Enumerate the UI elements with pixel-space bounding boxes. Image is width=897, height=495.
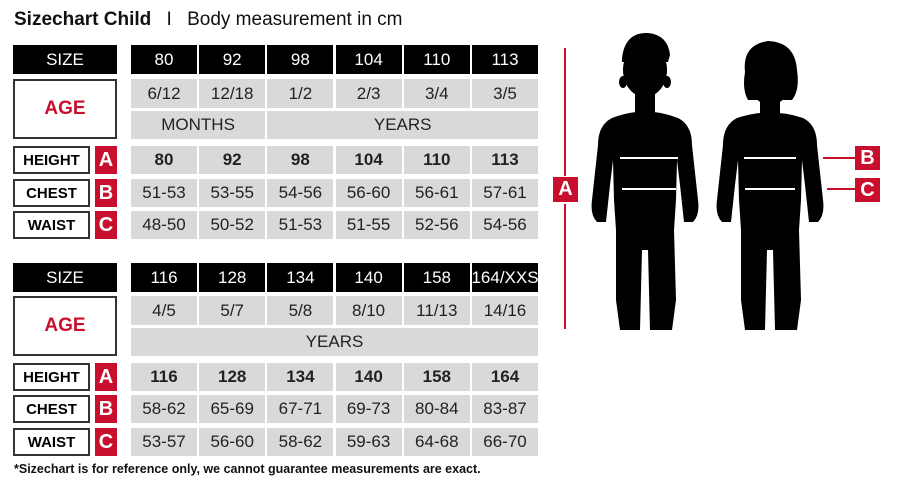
waist-label: WAIST (13, 211, 90, 239)
height-cell: 80 (131, 146, 197, 174)
marker-a: A (95, 363, 117, 391)
waist-label: WAIST (13, 428, 90, 456)
age-label: AGE (13, 79, 117, 139)
height-label: HEIGHT (13, 363, 90, 391)
marker-c: C (95, 211, 117, 239)
marker-a: A (95, 146, 117, 174)
chest-cell: 80-84 (403, 395, 470, 423)
title-subtitle: Body measurement in cm (187, 9, 403, 30)
size-cell: 116 (131, 263, 197, 292)
waist-cell: 54-56 (472, 211, 538, 239)
age-cell: 3/5 (472, 79, 538, 108)
waist-cell: 48-50 (131, 211, 197, 239)
marker-b: B (95, 395, 117, 423)
size-cell: 158 (403, 263, 470, 292)
girl-silhouette (716, 41, 824, 330)
height-cell: 92 (199, 146, 266, 174)
waist-cell: 64-68 (403, 428, 470, 456)
height-cell: 113 (472, 146, 538, 174)
size-label: SIZE (13, 263, 117, 292)
marker-b: B (855, 146, 880, 170)
size-cell: 128 (199, 263, 266, 292)
chest-cell: 83-87 (472, 395, 538, 423)
size-cell: 98 (267, 45, 334, 74)
size-cell: 113 (472, 45, 538, 74)
age-cell: 4/5 (131, 296, 197, 325)
age-cell: 11/13 (403, 296, 470, 325)
waist-cell: 52-56 (403, 211, 470, 239)
waist-cell: 59-63 (335, 428, 402, 456)
age-cell: 8/10 (335, 296, 402, 325)
waist-cell: 56-60 (199, 428, 266, 456)
title-bold: Sizechart Child (14, 9, 152, 30)
size-cell: 110 (403, 45, 470, 74)
height-cell: 116 (131, 363, 197, 391)
footnote: *Sizechart is for reference only, we can… (14, 462, 481, 476)
waist-cell: 51-55 (335, 211, 402, 239)
waist-cell: 53-57 (131, 428, 197, 456)
age-unit-cell: MONTHS (131, 111, 266, 139)
chest-cell: 67-71 (267, 395, 334, 423)
height-cell: 140 (335, 363, 402, 391)
size-cell: 164/XXS (471, 263, 539, 292)
page-title: Sizechart Child I Body measurement in cm (14, 9, 403, 31)
chest-cell: 65-69 (199, 395, 266, 423)
chest-cell: 51-53 (131, 179, 197, 207)
chest-cell: 56-60 (335, 179, 402, 207)
title-separator: I (166, 9, 172, 30)
waist-cell: 50-52 (199, 211, 266, 239)
age-cell: 14/16 (472, 296, 538, 325)
chest-label: CHEST (13, 179, 90, 207)
height-label: HEIGHT (13, 146, 90, 174)
height-cell: 110 (403, 146, 470, 174)
waist-cell: 51-53 (267, 211, 334, 239)
chest-cell: 56-61 (403, 179, 470, 207)
age-cell: 12/18 (199, 79, 266, 108)
chest-cell: 58-62 (131, 395, 197, 423)
height-cell: 104 (335, 146, 402, 174)
age-cell: 1/2 (267, 79, 334, 108)
age-unit-cell: YEARS (131, 328, 538, 356)
measurement-lines (620, 157, 796, 190)
age-cell: 5/7 (199, 296, 266, 325)
marker-a: A (553, 177, 578, 202)
chest-label: CHEST (13, 395, 90, 423)
age-cell: 6/12 (131, 79, 197, 108)
marker-lines (823, 157, 855, 190)
boy-silhouette (591, 32, 699, 330)
age-cell: 5/8 (267, 296, 334, 325)
age-label: AGE (13, 296, 117, 356)
waist-cell: 66-70 (472, 428, 538, 456)
size-cell: 92 (199, 45, 266, 74)
marker-c: C (95, 428, 117, 456)
chest-cell: 69-73 (335, 395, 402, 423)
size-label: SIZE (13, 45, 117, 74)
age-cell: 2/3 (335, 79, 402, 108)
height-cell: 158 (403, 363, 470, 391)
chest-cell: 54-56 (267, 179, 334, 207)
size-cell: 134 (267, 263, 334, 292)
height-cell: 134 (267, 363, 334, 391)
size-cell: 140 (335, 263, 402, 292)
marker-b: B (95, 179, 117, 207)
chest-cell: 53-55 (199, 179, 266, 207)
waist-cell: 58-62 (267, 428, 334, 456)
height-cell: 164 (472, 363, 538, 391)
size-cell: 104 (335, 45, 402, 74)
height-cell: 98 (267, 146, 334, 174)
height-cell: 128 (199, 363, 266, 391)
age-cell: 3/4 (403, 79, 470, 108)
size-cell: 80 (131, 45, 197, 74)
marker-c: C (855, 178, 880, 202)
age-unit-cell: YEARS (267, 111, 538, 139)
chest-cell: 57-61 (472, 179, 538, 207)
